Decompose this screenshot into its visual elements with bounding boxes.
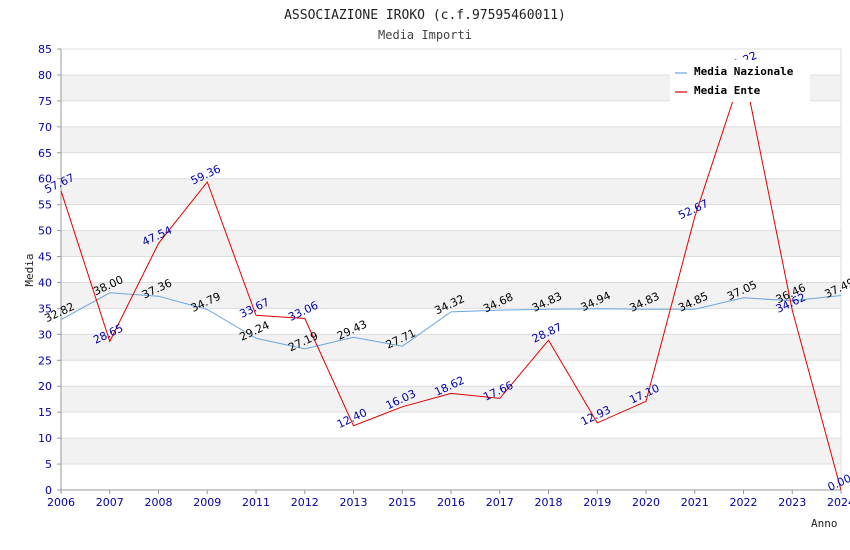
legend-entry-media-ente: Media Ente bbox=[694, 84, 761, 97]
x-tick-label: 2009 bbox=[193, 496, 221, 509]
grid-band bbox=[61, 334, 841, 361]
x-tick-label: 2019 bbox=[583, 496, 611, 509]
x-tick-label: 2017 bbox=[486, 496, 514, 509]
legend-entry-media-nazionale: Media Nazionale bbox=[694, 65, 794, 78]
x-tick-label: 2006 bbox=[47, 496, 75, 509]
axes bbox=[60, 49, 842, 491]
series-line-media-nazionale bbox=[60, 292, 842, 350]
x-tick-label: 2008 bbox=[145, 496, 173, 509]
legend-box bbox=[670, 60, 810, 102]
x-tick-label: 2012 bbox=[291, 496, 319, 509]
y-tick-label: 60 bbox=[38, 173, 52, 186]
y-tick-label: 80 bbox=[38, 69, 52, 82]
y-axis-label: Media bbox=[23, 253, 36, 286]
x-tick-label: 2015 bbox=[388, 496, 416, 509]
y-tick-label: 5 bbox=[45, 458, 52, 471]
grid-band bbox=[61, 386, 841, 413]
y-tick-label: 30 bbox=[38, 328, 52, 341]
x-tick-label: 2016 bbox=[437, 496, 465, 509]
x-tick-label: 2011 bbox=[242, 496, 270, 509]
grid-band bbox=[61, 438, 841, 465]
legend: Media Nazionale Media Ente bbox=[670, 60, 810, 102]
y-tick-label: 20 bbox=[38, 380, 52, 393]
y-tick-label: 0 bbox=[45, 484, 52, 497]
y-tick-label: 70 bbox=[38, 121, 52, 134]
x-tick-label: 2018 bbox=[535, 496, 563, 509]
x-tick-label: 2007 bbox=[96, 496, 124, 509]
data-label: 0.00 bbox=[826, 472, 850, 494]
y-tick-label: 55 bbox=[38, 199, 52, 212]
x-tick-label: 2020 bbox=[632, 496, 660, 509]
grid-band bbox=[61, 230, 841, 257]
grid-band bbox=[61, 178, 841, 205]
x-tick-label: 2013 bbox=[340, 496, 368, 509]
x-axis-ticks: 2006 2007 2008 2009 2011 2012 2013 2015 2016 2017… bbox=[47, 490, 850, 509]
x-tick-label: 2024 bbox=[827, 496, 850, 509]
y-axis-ticks: 0 5 10 15 20 25 30 35 40 45 50 55 60 65 70 75 80 85 bbox=[38, 43, 61, 497]
y-tick-label: 40 bbox=[38, 276, 52, 289]
chart-subtitle: Media Importi bbox=[378, 28, 472, 42]
grid-band bbox=[61, 282, 841, 309]
y-tick-label: 85 bbox=[38, 43, 52, 56]
y-tick-label: 35 bbox=[38, 302, 52, 315]
grid-band bbox=[61, 126, 841, 153]
x-tick-label: 2023 bbox=[778, 496, 806, 509]
y-tick-label: 75 bbox=[38, 95, 52, 108]
y-tick-label: 50 bbox=[38, 225, 52, 238]
y-tick-label: 10 bbox=[38, 432, 52, 445]
x-tick-label: 2022 bbox=[730, 496, 758, 509]
y-tick-label: 45 bbox=[38, 251, 52, 264]
x-axis-label: Anno bbox=[811, 517, 838, 530]
y-tick-label: 25 bbox=[38, 354, 52, 367]
y-tick-label: 15 bbox=[38, 406, 52, 419]
chart-title: ASSOCIAZIONE IROKO (c.f.97595460011) bbox=[284, 8, 566, 23]
y-tick-label: 65 bbox=[38, 147, 52, 160]
series-lines bbox=[60, 66, 842, 491]
x-tick-label: 2021 bbox=[681, 496, 709, 509]
grid-bands bbox=[61, 74, 841, 465]
grid-lines bbox=[61, 48, 841, 491]
series-line-media-ente bbox=[60, 66, 842, 491]
